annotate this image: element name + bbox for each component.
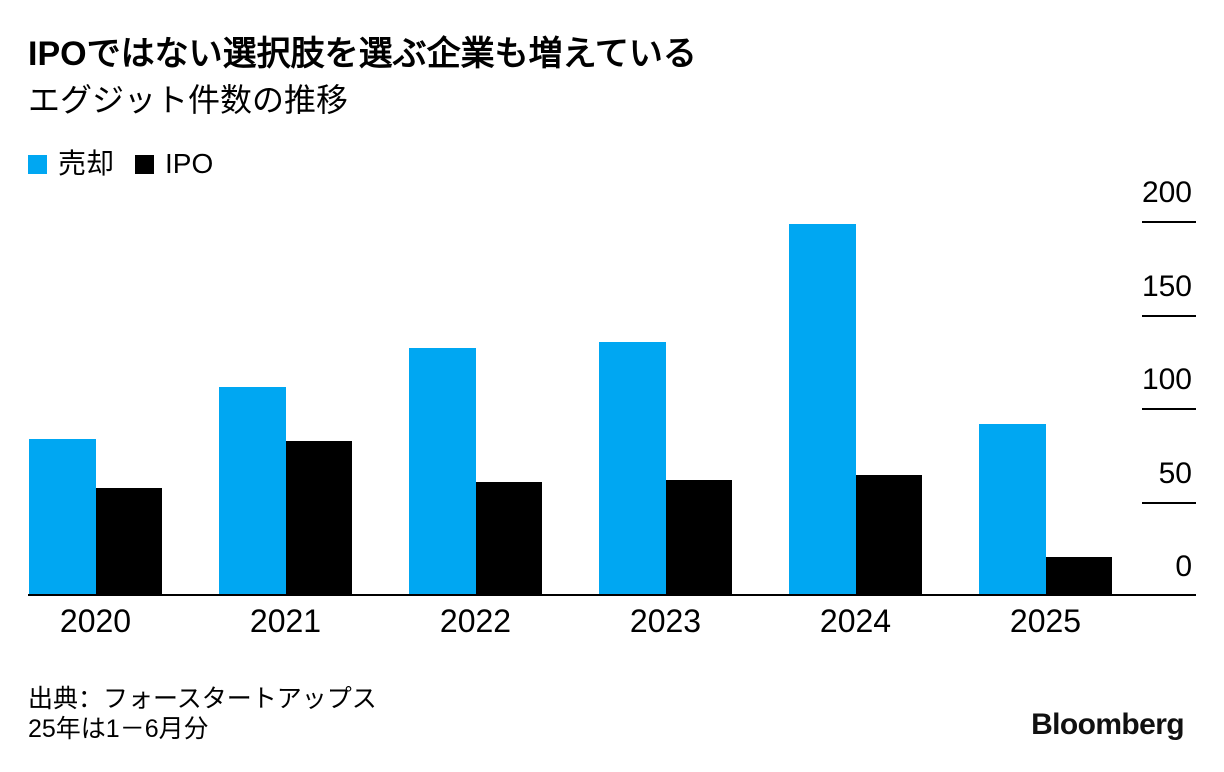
legend-swatch-icon	[28, 154, 47, 174]
legend-label: 売却	[58, 148, 115, 179]
bar-IPO-2024	[855, 474, 922, 596]
y-tick-200	[1142, 221, 1196, 224]
legend-label: IPO	[165, 148, 214, 179]
bar-IPO-2022	[475, 482, 542, 596]
legend-swatch-icon	[135, 154, 155, 174]
y-axis-label-0: 0	[1175, 550, 1192, 583]
chart-subtitle: エグジット件数の推移	[28, 82, 349, 119]
bar-IPO-2023	[665, 480, 732, 596]
bar-IPO-2021	[285, 440, 352, 596]
bar-売却-2022	[409, 347, 476, 596]
legend-item-売却: 売却	[28, 150, 114, 178]
source-line-2: 25年は1－6月分	[28, 715, 209, 743]
y-axis-label-150: 150	[1141, 269, 1192, 303]
bar-売却-2020	[29, 439, 96, 596]
bar-IPO-2025	[1045, 556, 1112, 596]
bar-売却-2021	[219, 386, 286, 596]
bar-IPO-2020	[95, 487, 162, 596]
y-tick-150	[1142, 314, 1196, 317]
x-axis-line	[28, 593, 1196, 596]
source-note: 出典：フォースタートアップス 25年は1－6月分	[28, 684, 377, 744]
x-axis-label-2023: 2023	[629, 603, 702, 639]
x-axis-label-2024: 2024	[819, 603, 892, 639]
bloomberg-logo: Bloomberg	[1031, 708, 1185, 741]
bar-売却-2025	[979, 424, 1046, 596]
y-axis-label-50: 50	[1158, 456, 1192, 490]
y-tick-50	[1142, 501, 1196, 504]
source-line-1: 出典：フォースタートアップス	[28, 685, 377, 713]
x-axis-label-2021: 2021	[249, 603, 322, 639]
chart-title: IPOではない選択肢を選ぶ企業も増えている	[28, 35, 697, 73]
x-axis-label-2025: 2025	[1009, 603, 1082, 639]
x-axis-label-2022: 2022	[439, 603, 512, 639]
bar-売却-2024	[789, 224, 856, 596]
y-tick-100	[1142, 408, 1196, 411]
x-axis-label-2020: 2020	[59, 603, 132, 639]
chart-header: IPOではない選択肢を選ぶ企業も増えている エグジット件数の推移	[28, 34, 697, 120]
legend-item-IPO: IPO	[135, 150, 213, 178]
y-axis-label-200: 200	[1141, 176, 1192, 210]
bar-売却-2023	[599, 341, 666, 596]
legend: 売却 IPO	[28, 150, 213, 178]
y-axis-label-100: 100	[1141, 363, 1192, 397]
